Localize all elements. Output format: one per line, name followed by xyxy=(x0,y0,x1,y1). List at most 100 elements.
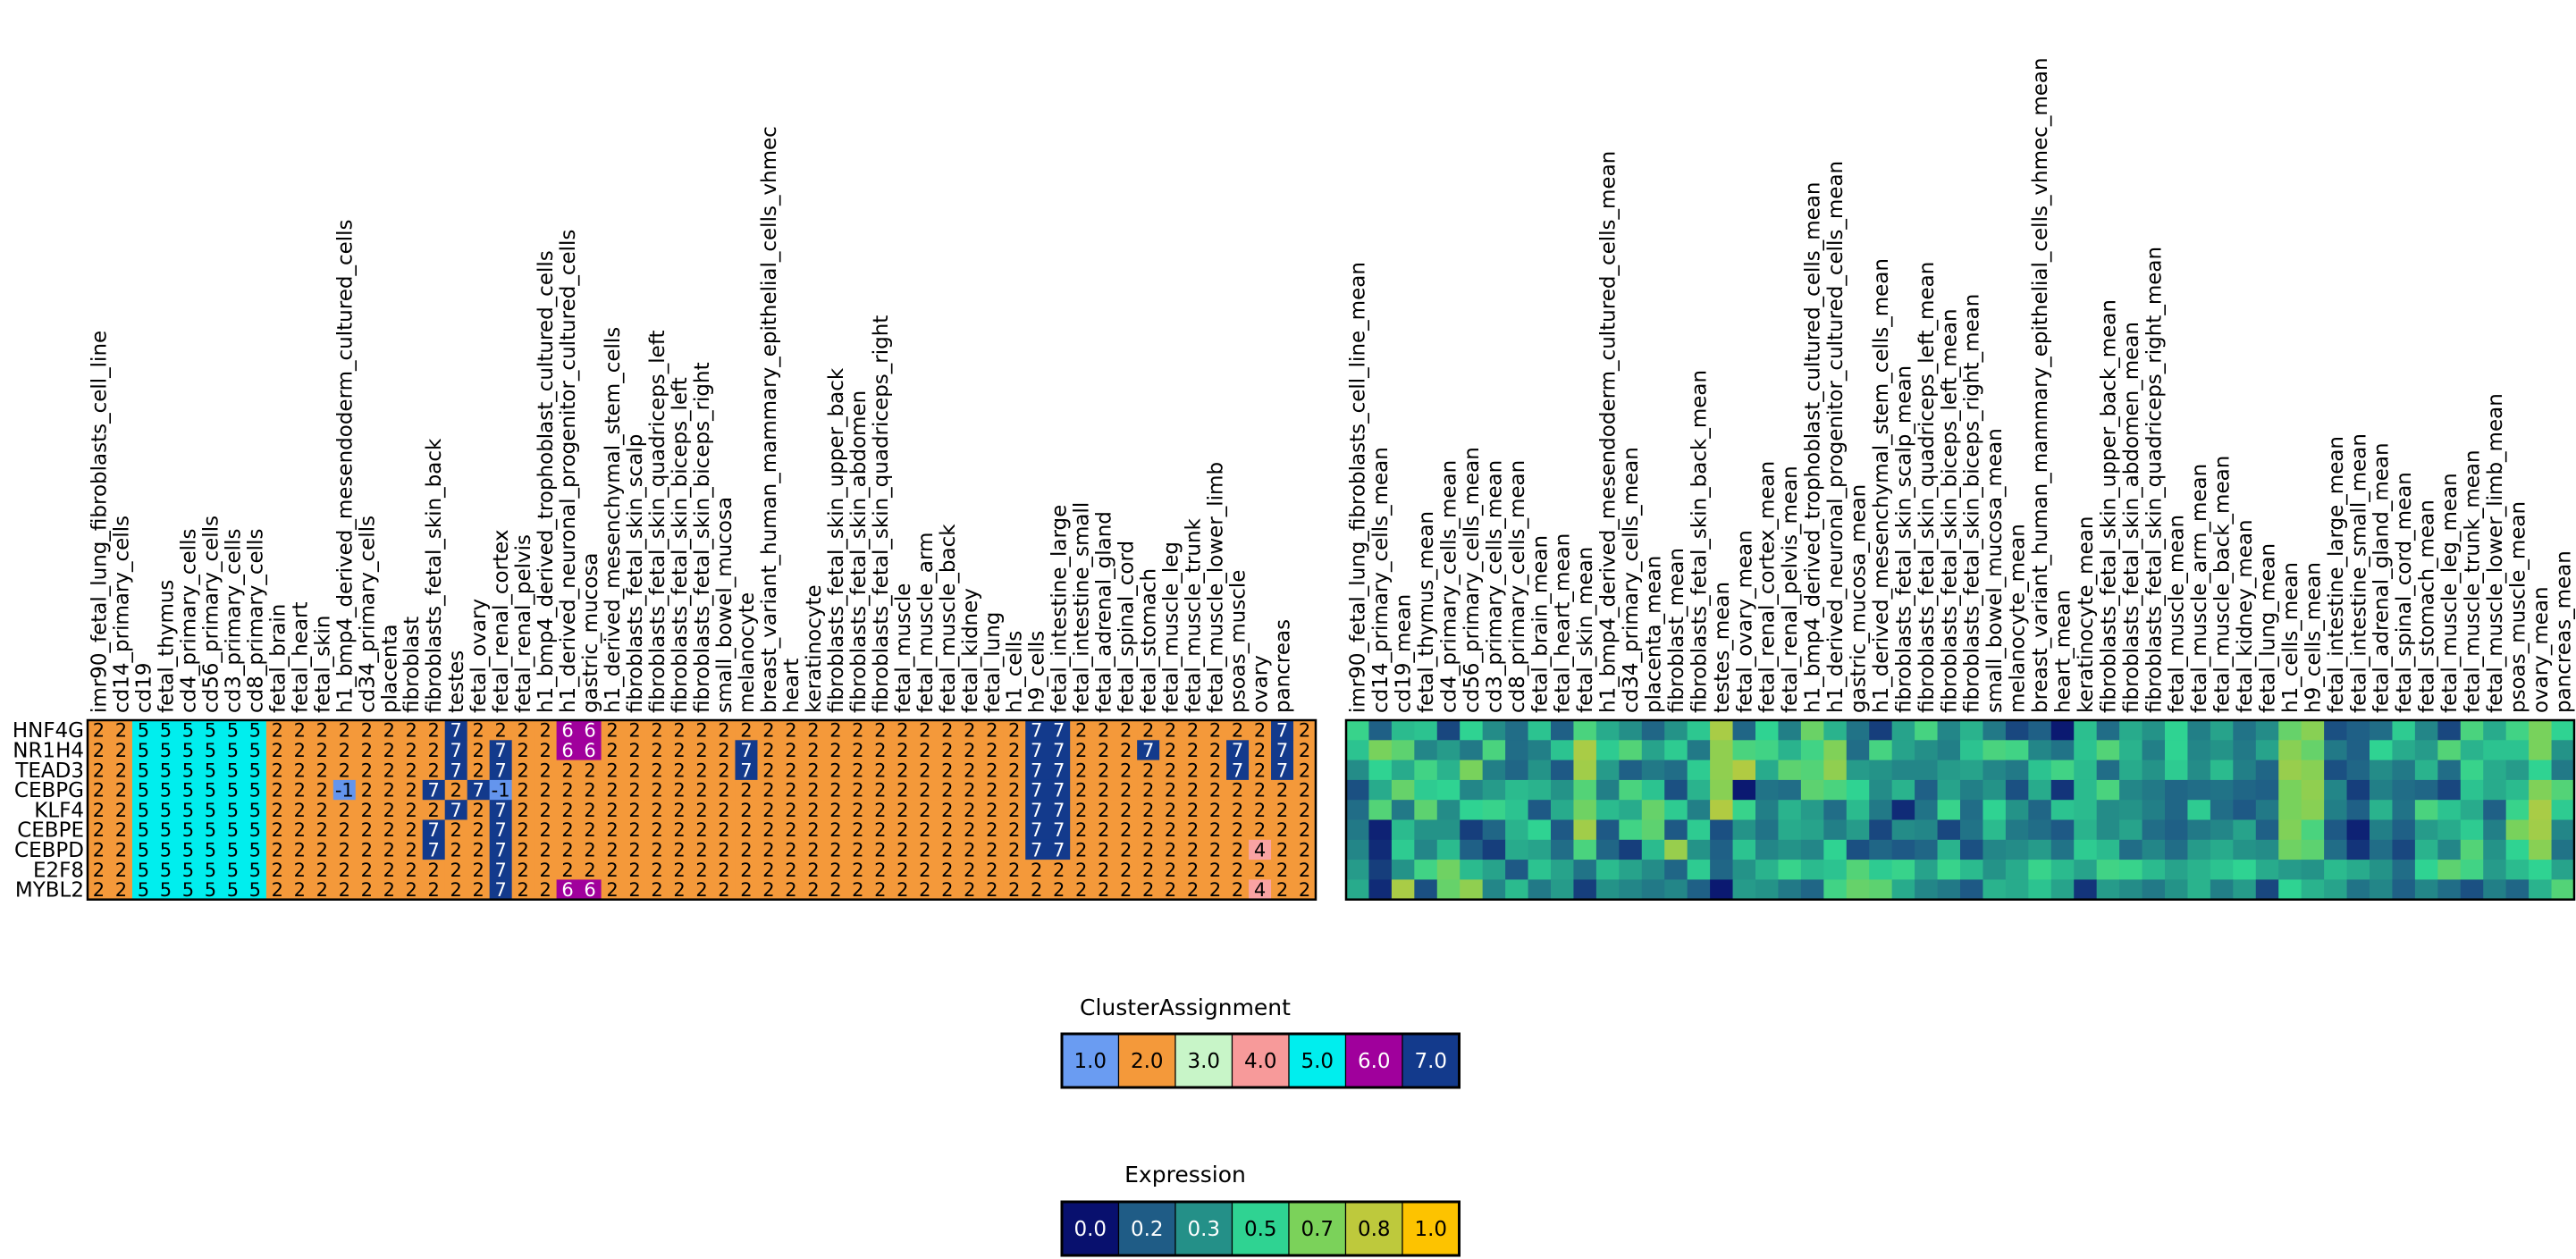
cluster-cell xyxy=(1137,740,1160,760)
cluster-cell xyxy=(1115,720,1138,741)
cluster-cell-value: 7 xyxy=(1031,839,1042,860)
cluster-cell-value: 2 xyxy=(695,800,707,821)
cluster-cell xyxy=(243,839,267,860)
cluster-cell xyxy=(1249,860,1272,880)
cluster-cell xyxy=(1226,720,1250,741)
cluster-cell-value: 2 xyxy=(517,860,528,881)
cluster-cell-value: 2 xyxy=(785,819,796,841)
cluster-cell xyxy=(310,819,334,841)
cluster-cell xyxy=(802,760,825,781)
expression-cell xyxy=(2505,779,2530,801)
cluster-cell xyxy=(534,800,558,820)
cluster-cell xyxy=(936,760,959,781)
cluster-cell-value: 5 xyxy=(138,879,149,901)
expression-cell xyxy=(1710,860,1733,880)
expression-cell xyxy=(2301,860,2325,880)
expression-cell xyxy=(2529,740,2552,760)
cluster-cell xyxy=(1115,839,1138,860)
cluster-cell xyxy=(109,740,133,760)
expression-cell xyxy=(1641,800,1665,820)
cluster-cell-value: 2 xyxy=(1008,760,1020,781)
expression-cell xyxy=(1778,720,1802,741)
expression-cell xyxy=(1937,819,1961,841)
expression-cell xyxy=(2210,819,2234,841)
cluster-cell xyxy=(846,879,870,901)
cluster-cell-value: 2 xyxy=(919,740,930,761)
cluster-cell-value: 2 xyxy=(740,819,752,841)
cluster-cell-value: 5 xyxy=(249,740,261,761)
expression-cell xyxy=(1755,879,1779,901)
cluster-cell-value: 2 xyxy=(93,819,105,841)
column-label: fibroblasts_fetal_skin_biceps_left xyxy=(669,377,692,713)
column-label: fibroblasts_fetal_skin_scalp xyxy=(624,434,647,713)
expression-cell xyxy=(1641,760,1665,781)
column-label: fetal_intestine_large_mean xyxy=(2325,436,2348,713)
cluster-cell xyxy=(288,720,312,741)
cluster-cell xyxy=(846,760,870,781)
column-label: h1_cells xyxy=(1004,631,1027,713)
expression-cell xyxy=(1710,819,1733,841)
expression-cell xyxy=(1573,720,1597,741)
cluster-cell xyxy=(310,720,334,741)
expression-cell xyxy=(2460,860,2484,880)
cluster-cell xyxy=(779,839,803,860)
expression-cell xyxy=(2483,879,2507,901)
cluster-cell xyxy=(265,839,290,860)
cluster-cell-value: 2 xyxy=(361,780,373,802)
cluster-cell xyxy=(936,740,959,760)
cluster-cell xyxy=(511,879,535,901)
column-label: breast_variant_human_mammary_epithelial_… xyxy=(2029,57,2052,713)
expression-cell xyxy=(2187,839,2211,860)
cluster-cell-value: 2 xyxy=(472,760,484,781)
expression-cell xyxy=(2437,800,2462,820)
cluster-cell xyxy=(869,779,892,801)
expression-cell xyxy=(1619,879,1643,901)
cluster-cell xyxy=(981,839,1004,860)
expression-cell xyxy=(1460,800,1484,820)
expression-cell xyxy=(2255,720,2279,741)
cluster-cell-value: 2 xyxy=(428,740,440,761)
cluster-cell-value: 2 xyxy=(807,800,819,821)
cluster-cell xyxy=(377,740,401,760)
cluster-cell-value: 2 xyxy=(785,720,796,742)
cluster-cell-value: 2 xyxy=(1299,819,1310,841)
cluster-cell xyxy=(422,860,446,880)
cluster-cell xyxy=(690,779,713,801)
cluster-cell-value: 2 xyxy=(517,839,528,860)
column-label: cd8_primary_cells_mean xyxy=(1506,460,1529,713)
expression-cell xyxy=(2460,879,2484,901)
column-label: cd34_primary_cells_mean xyxy=(1620,447,1643,713)
cluster-cell xyxy=(333,779,357,801)
expression-cell xyxy=(2414,740,2438,760)
expression-cell xyxy=(2233,720,2257,741)
cluster-cell xyxy=(355,740,379,760)
expression-cell xyxy=(1891,779,1915,801)
cluster-cell-value: 2 xyxy=(450,839,462,860)
expression-cell xyxy=(2142,760,2166,781)
cluster-cell-value: 2 xyxy=(1120,800,1132,821)
expression-cell xyxy=(2028,800,2052,820)
expression-cell xyxy=(1846,720,1870,741)
expression-cell xyxy=(1687,760,1711,781)
expression-cell xyxy=(1732,779,1756,801)
cluster-cell xyxy=(1115,740,1138,760)
expression-cell xyxy=(1710,760,1733,781)
expression-cell xyxy=(2005,800,2029,820)
cluster-cell-value: 2 xyxy=(406,800,417,821)
expression-cell xyxy=(1846,740,1870,760)
expression-cell xyxy=(1619,720,1643,741)
column-label: fetal_kidney_mean xyxy=(2234,519,2257,713)
cluster-cell xyxy=(936,839,959,860)
cluster-cell-value: 2 xyxy=(1075,780,1087,802)
cluster-cell-value: 2 xyxy=(472,879,484,901)
cluster-cell xyxy=(735,860,758,880)
expression-cell xyxy=(1915,879,1938,901)
expression-cell xyxy=(1846,760,1870,781)
expression-cell xyxy=(2210,800,2234,820)
cluster-cell-value: 2 xyxy=(561,760,573,781)
cluster-cell-value: 7 xyxy=(1031,780,1042,802)
column-label: pancreas xyxy=(1272,619,1295,713)
cluster-cell-value: 7 xyxy=(1276,740,1288,761)
column-label: h1_cells_mean xyxy=(2279,562,2302,713)
cluster-cell xyxy=(645,819,669,841)
